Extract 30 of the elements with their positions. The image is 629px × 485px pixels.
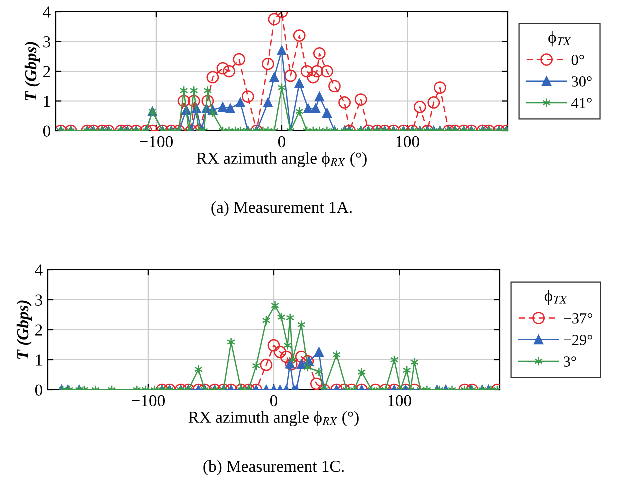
y-tick-label: 3 [44, 36, 50, 48]
legend-label: 41° [572, 98, 592, 108]
x-tick-label: 0 [270, 395, 278, 407]
y-tick-label: 4 [35, 264, 43, 276]
legend-label: −37° [564, 313, 592, 324]
x-axis-title: RX azimuth angle ϕ$_{RX}$ (°) [188, 411, 359, 427]
legend-label: −29° [564, 335, 592, 346]
x-tick-label: 100 [388, 395, 412, 407]
y-tick-label: 3 [36, 294, 42, 306]
y-tick-label: 0 [43, 126, 51, 137]
x-tick-label: 100 [396, 136, 420, 148]
x-tick-label: 0 [278, 136, 286, 148]
y-tick-label: 1 [44, 96, 50, 108]
y-tick-label: 2 [36, 324, 42, 336]
legend-label: 0° [572, 54, 584, 66]
legend-label: 30° [572, 76, 592, 87]
y-axis-title: T (Gbps) [24, 42, 40, 101]
x-tick-label: −100 [140, 136, 174, 148]
x-tick-label: −100 [132, 395, 166, 407]
legend-title: ϕ$_{TX}$ [544, 290, 568, 306]
text: (a) Measurement 1A. [212, 201, 352, 217]
y-tick-label: 4 [43, 6, 51, 18]
x-axis-title: RX azimuth angle ϕ$_{RX}$ (°) [196, 152, 367, 168]
text: (b) Measurement 1C. [204, 460, 344, 476]
y-axis-title: T (Gbps) [16, 300, 32, 360]
legend-label: 3° [564, 356, 576, 367]
y-tick-label: 0 [35, 384, 43, 396]
y-tick-label: 2 [44, 66, 50, 78]
y-tick-label: 1 [36, 354, 42, 366]
legend-title: ϕ$_{TX}$ [548, 31, 572, 47]
